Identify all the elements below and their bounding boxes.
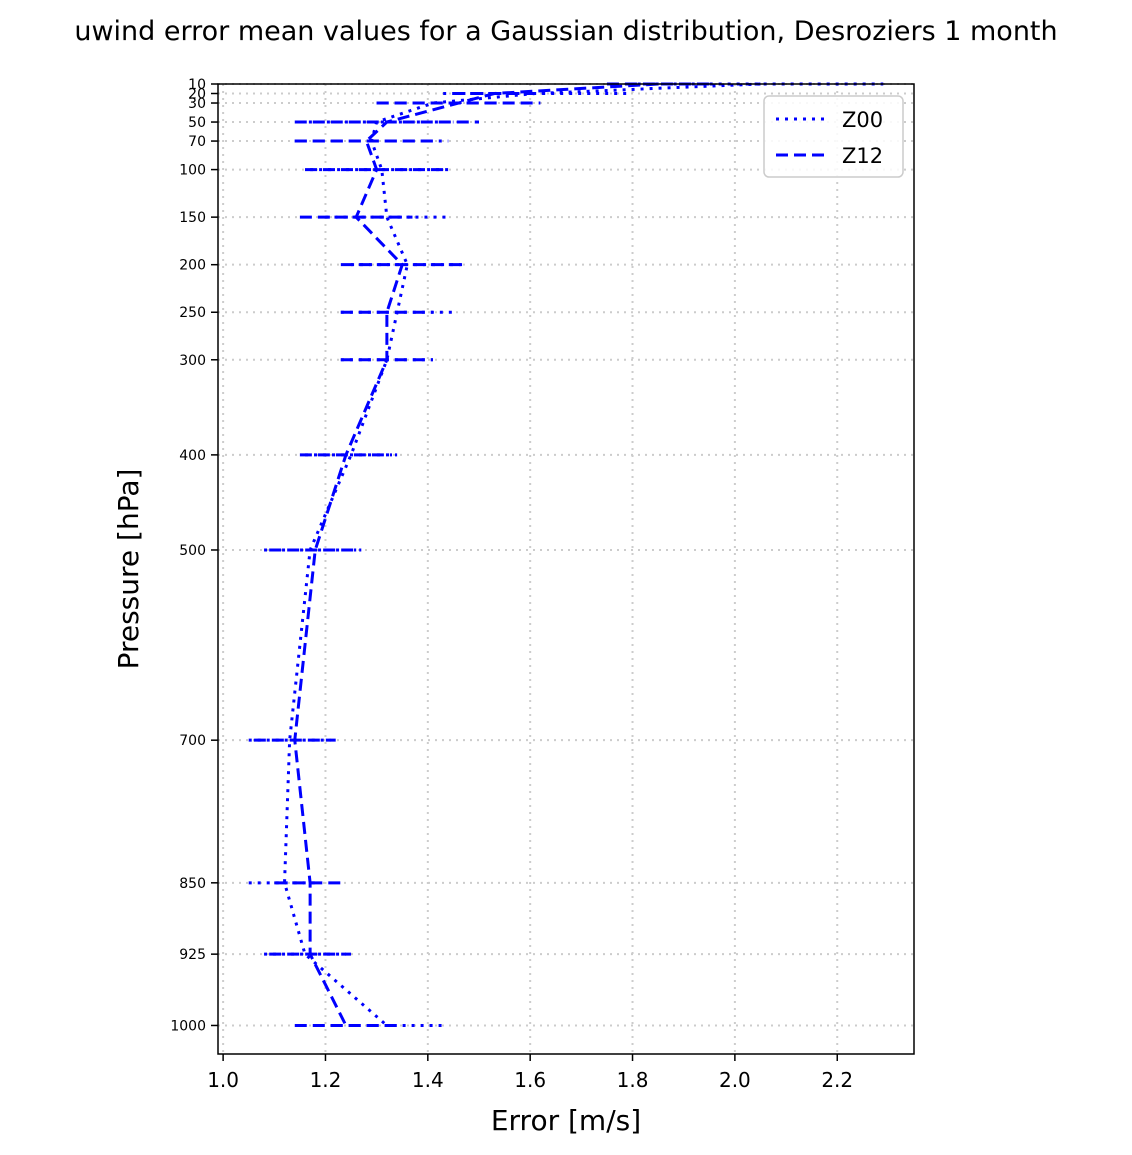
y-tick-label: 20 xyxy=(188,87,206,103)
series-layer xyxy=(248,82,884,1027)
x-tick-label: 1.8 xyxy=(617,1068,649,1092)
series-line-z12 xyxy=(293,82,659,1027)
y-tick-label: 70 xyxy=(188,134,206,150)
y-tick-label: 50 xyxy=(188,115,206,131)
y-tick-label: 100 xyxy=(179,163,206,179)
grid xyxy=(218,83,914,1054)
x-tick-label: 1.6 xyxy=(514,1068,546,1092)
y-tick-label: 700 xyxy=(179,733,206,749)
y-tick-label: 300 xyxy=(179,353,206,369)
y-tick-label: 10 xyxy=(188,77,206,93)
y-axis-label: Pressure [hPa] xyxy=(112,469,145,670)
y-tick-label: 500 xyxy=(179,543,206,559)
plot-frame xyxy=(217,83,915,1055)
x-tick-label: 2.2 xyxy=(821,1068,853,1092)
legend-label-z00: Z00 xyxy=(842,108,883,132)
y-tick-label: 150 xyxy=(179,210,206,226)
x-axis-label: Error [m/s] xyxy=(491,1104,641,1137)
y-tick-label: 30 xyxy=(188,96,206,112)
x-tick-label: 1.4 xyxy=(412,1068,444,1092)
y-tick-label: 925 xyxy=(179,947,206,963)
y-tick-label: 400 xyxy=(179,448,206,464)
y-tick-label: 200 xyxy=(179,258,206,274)
y-tick-label: 250 xyxy=(179,305,206,321)
x-tick-label: 2.0 xyxy=(719,1068,751,1092)
y-tick-label: 1000 xyxy=(170,1018,206,1034)
chart-title: uwind error mean values for a Gaussian d… xyxy=(74,16,1057,47)
x-tick-label: 1.2 xyxy=(310,1068,342,1092)
series-line-z00 xyxy=(283,82,761,1027)
x-tick-label: 1.0 xyxy=(207,1068,239,1092)
legend-label-z12: Z12 xyxy=(842,144,883,168)
y-tick-label: 850 xyxy=(179,876,206,892)
legend-box xyxy=(763,95,904,178)
legend: Z00 Z12 xyxy=(763,95,904,178)
